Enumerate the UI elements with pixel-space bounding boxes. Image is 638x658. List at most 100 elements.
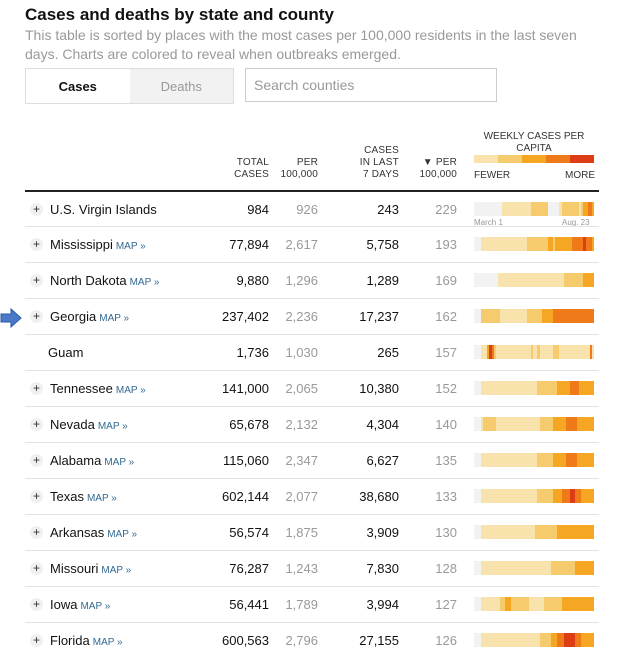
per-100k-cell: 1,243 (285, 561, 318, 576)
deaths-tab[interactable]: Deaths (129, 69, 233, 103)
sparkline-week (522, 597, 525, 611)
expand-plus-icon[interactable]: + (30, 418, 43, 431)
sparkline-week (515, 561, 518, 575)
sparkline-week (515, 381, 518, 395)
table-row[interactable]: + Alabama MAP » 115,060 2,347 6,627 135 (25, 442, 599, 478)
expand-plus-icon[interactable]: + (30, 598, 43, 611)
sparkline-week (495, 345, 499, 359)
sparkline-week (511, 237, 514, 251)
total-cases-cell: 9,880 (236, 273, 269, 288)
sparkline-week (535, 453, 538, 467)
sparkline-week (506, 202, 509, 216)
map-link[interactable]: MAP » (92, 637, 123, 648)
table-row[interactable]: + Nevada MAP » 65,678 2,132 4,304 140 (25, 406, 599, 442)
sparkline-week (476, 561, 479, 575)
sparkline-week (530, 202, 534, 216)
sparkline-week (570, 489, 573, 503)
map-link[interactable]: MAP » (115, 385, 146, 396)
sparkline-week (498, 202, 501, 216)
sparkline-week (561, 561, 564, 575)
per-100k-7day-cell: 193 (435, 237, 457, 252)
table-row[interactable]: Guam 1,736 1,030 265 157 (25, 334, 599, 370)
per-100k-7day-cell: 126 (435, 633, 457, 648)
sparkline-week (544, 273, 547, 287)
map-link[interactable]: MAP » (97, 421, 128, 432)
per-100k-cell: 2,796 (285, 633, 318, 648)
sparkline-week (579, 489, 582, 503)
map-link[interactable]: MAP » (115, 241, 146, 252)
sparkline-week (574, 525, 577, 539)
sparkline-week (476, 453, 479, 467)
sparkline-week (572, 273, 575, 287)
expand-plus-icon[interactable]: + (30, 310, 43, 323)
sparkline-week (489, 561, 492, 575)
cases-last-7-cell: 27,155 (359, 633, 399, 648)
search-counties-input[interactable] (245, 68, 497, 102)
map-link[interactable]: MAP » (86, 493, 117, 504)
sparkline-week (491, 489, 494, 503)
sparkline-week (550, 597, 553, 611)
sparkline-week (592, 237, 595, 251)
sparkline-week (537, 273, 540, 287)
cases-tab[interactable]: Cases (26, 69, 130, 103)
sparkline-week (539, 237, 542, 251)
place-name: Nevada MAP » (50, 417, 128, 432)
expand-plus-icon[interactable]: + (30, 634, 43, 647)
sparkline-week (480, 597, 483, 611)
weekly-sparkline (474, 597, 595, 611)
sparkline-week (526, 381, 529, 395)
map-link[interactable]: MAP » (129, 277, 160, 288)
sparkline-week (576, 633, 579, 647)
table-row[interactable]: + North Dakota MAP » 9,880 1,296 1,289 169 (25, 262, 599, 298)
sparkline-week (487, 561, 490, 575)
per-100k-7day-sorted-header[interactable]: ▼ PER 100,000 (419, 157, 457, 180)
table-row[interactable]: + Mississippi MAP » 77,894 2,617 5,758 193 (25, 226, 599, 262)
sparkline-week (509, 453, 512, 467)
map-link[interactable]: MAP » (101, 565, 132, 576)
expand-plus-icon[interactable]: + (30, 490, 43, 503)
expand-plus-icon[interactable]: + (30, 562, 43, 575)
sparkline-week (552, 309, 555, 323)
sparkline-week (504, 417, 507, 431)
sparkline-week (561, 273, 564, 287)
expand-plus-icon[interactable]: + (30, 382, 43, 395)
sparkline-week (589, 202, 593, 216)
expand-plus-icon[interactable]: + (30, 526, 43, 539)
sparkline-week (557, 561, 560, 575)
table-row[interactable]: + U.S. Virgin Islands 984 926 243 229 March 1 A… (25, 190, 599, 227)
table-row[interactable]: + Texas MAP » 602,144 2,077 38,680 133 (25, 478, 599, 514)
expand-plus-icon[interactable]: + (30, 274, 43, 287)
sparkline-week (513, 525, 516, 539)
place-name: Iowa MAP » (50, 597, 110, 612)
sparkline-week (524, 309, 527, 323)
table-row[interactable]: + Florida MAP » 600,563 2,796 27,155 126 (25, 622, 599, 658)
sparkline-week (559, 273, 562, 287)
table-row[interactable]: + Tennessee MAP » 141,000 2,065 10,380 152 (25, 370, 599, 406)
expand-plus-icon[interactable]: + (30, 454, 43, 467)
sparkline-week (548, 561, 551, 575)
sparkline-week (530, 237, 534, 251)
sparkline-week (535, 561, 538, 575)
sparkline-week (502, 489, 505, 503)
sparkline-week (528, 237, 531, 251)
expand-plus-icon[interactable]: + (30, 203, 43, 216)
weekly-sparkline (474, 525, 595, 539)
sparkline-week (579, 597, 582, 611)
sparkline-week (509, 345, 512, 359)
sparkline-week (561, 489, 564, 503)
map-link[interactable]: MAP » (104, 457, 135, 468)
sparkline-week (546, 345, 549, 359)
total-cases-cell: 56,441 (229, 597, 269, 612)
sparkline-week (544, 525, 547, 539)
table-row[interactable]: + Georgia MAP » 237,402 2,236 17,237 162 (25, 298, 599, 334)
table-row[interactable]: + Missouri MAP » 76,287 1,243 7,830 128 (25, 550, 599, 586)
sparkline-week (541, 345, 544, 359)
sparkline-week (557, 489, 560, 503)
sparkline-week (563, 345, 566, 359)
table-row[interactable]: + Iowa MAP » 56,441 1,789 3,994 127 (25, 586, 599, 622)
map-link[interactable]: MAP » (80, 601, 111, 612)
map-link[interactable]: MAP » (107, 529, 138, 540)
table-row[interactable]: + Arkansas MAP » 56,574 1,875 3,909 130 (25, 514, 599, 550)
expand-plus-icon[interactable]: + (30, 238, 43, 251)
map-link[interactable]: MAP » (99, 313, 130, 324)
